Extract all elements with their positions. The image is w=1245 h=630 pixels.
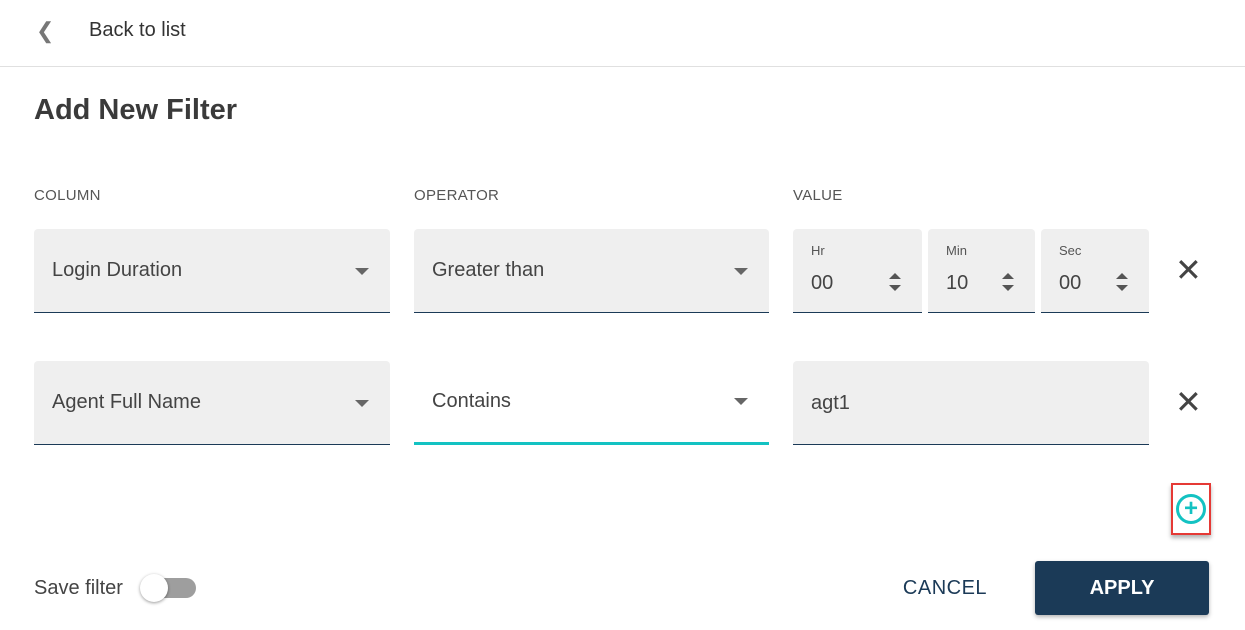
minutes-value: 10 (946, 272, 969, 294)
caret-down-icon (734, 268, 748, 275)
chevron-left-icon[interactable]: ❮ (36, 18, 55, 43)
hours-input[interactable]: Hr 00 (793, 229, 922, 313)
save-filter-label: Save filter (34, 577, 123, 599)
seconds-stepper[interactable] (1115, 271, 1129, 295)
minutes-stepper[interactable] (1001, 271, 1015, 295)
operator-select-1[interactable]: Greater than (414, 229, 769, 313)
operator-value: Greater than (432, 259, 545, 281)
column-value: Agent Full Name (52, 391, 201, 413)
column-select-1[interactable]: Login Duration (34, 229, 390, 313)
column-value: Login Duration (52, 259, 183, 281)
seconds-label: Sec (1059, 243, 1082, 258)
cancel-button[interactable]: CANCEL (890, 562, 1000, 614)
top-bar: ❮ Back to list (0, 0, 1245, 67)
apply-button[interactable]: APPLY (1035, 561, 1209, 615)
hours-stepper[interactable] (888, 271, 902, 295)
value-input-2[interactable]: agt1 (793, 361, 1149, 445)
column-select-2[interactable]: Agent Full Name (34, 361, 390, 445)
caret-down-icon (355, 400, 369, 407)
operator-select-2[interactable]: Contains (414, 361, 769, 445)
value-text: agt1 (811, 392, 850, 414)
seconds-input[interactable]: Sec 00 (1041, 229, 1149, 313)
value-header: VALUE (793, 187, 843, 204)
column-header: COLUMN (34, 187, 101, 204)
remove-row-1-close-icon[interactable]: ✕ (1175, 252, 1202, 288)
back-to-list-link[interactable]: Back to list (89, 19, 186, 41)
caret-down-icon (355, 268, 369, 275)
remove-row-2-close-icon[interactable]: ✕ (1175, 384, 1202, 420)
caret-down-icon (734, 398, 748, 405)
operator-header: OPERATOR (414, 187, 500, 204)
save-filter-toggle[interactable] (140, 574, 196, 602)
seconds-value: 00 (1059, 272, 1082, 294)
add-filter-row-button[interactable]: + (1171, 483, 1211, 535)
plus-circle-icon: + (1176, 494, 1206, 524)
operator-value: Contains (432, 390, 511, 412)
hours-label: Hr (811, 243, 825, 258)
minutes-label: Min (946, 243, 967, 258)
minutes-input[interactable]: Min 10 (928, 229, 1035, 313)
page-title: Add New Filter (34, 94, 238, 126)
hours-value: 00 (811, 272, 834, 294)
